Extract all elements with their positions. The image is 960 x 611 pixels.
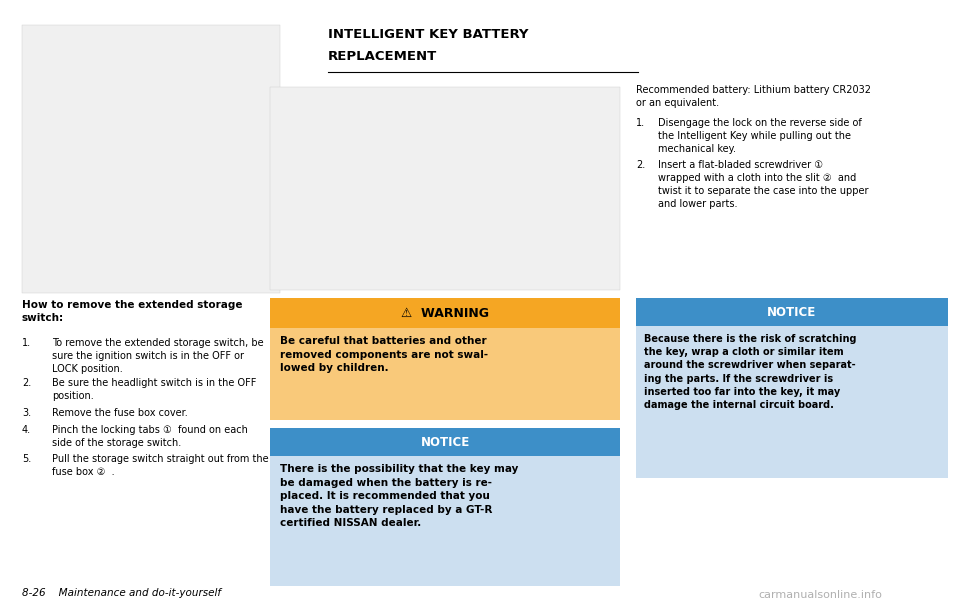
- Bar: [270, 298, 620, 328]
- Bar: [270, 328, 620, 420]
- Bar: [636, 326, 948, 478]
- Text: INTELLIGENT KEY BATTERY: INTELLIGENT KEY BATTERY: [328, 28, 529, 41]
- Text: Be sure the headlight switch is in the OFF
position.: Be sure the headlight switch is in the O…: [52, 378, 256, 401]
- Text: NOTICE: NOTICE: [767, 306, 817, 318]
- Text: 1.: 1.: [22, 338, 31, 348]
- Text: Be careful that batteries and other
removed components are not swal-
lowed by ch: Be careful that batteries and other remo…: [280, 336, 488, 373]
- Text: Disengage the lock on the reverse side of
the Intelligent Key while pulling out : Disengage the lock on the reverse side o…: [658, 118, 862, 153]
- Text: 8-26    Maintenance and do-it-yourself: 8-26 Maintenance and do-it-yourself: [22, 588, 221, 598]
- Text: NOTICE: NOTICE: [420, 436, 469, 448]
- Text: How to remove the extended storage
switch:: How to remove the extended storage switc…: [22, 300, 243, 323]
- Text: Remove the fuse box cover.: Remove the fuse box cover.: [52, 408, 188, 417]
- Text: ⚠  WARNING: ⚠ WARNING: [401, 307, 489, 320]
- Text: REPLACEMENT: REPLACEMENT: [328, 50, 437, 63]
- Text: Because there is the risk of scratching
the key, wrap a cloth or similar item
ar: Because there is the risk of scratching …: [644, 334, 856, 410]
- Text: 4.: 4.: [22, 425, 31, 435]
- Text: 1.: 1.: [636, 118, 645, 128]
- Bar: [270, 428, 620, 456]
- Text: 2.: 2.: [636, 161, 645, 170]
- Bar: [636, 298, 948, 326]
- Text: carmanualsonline.info: carmanualsonline.info: [758, 590, 882, 600]
- Text: Pull the storage switch straight out from the
fuse box ②  .: Pull the storage switch straight out fro…: [52, 454, 269, 477]
- Bar: [270, 87, 620, 290]
- Text: To remove the extended storage switch, be
sure the ignition switch is in the OFF: To remove the extended storage switch, b…: [52, 338, 264, 373]
- Bar: [270, 456, 620, 586]
- Text: 3.: 3.: [22, 408, 31, 417]
- Text: There is the possibility that the key may
be damaged when the battery is re-
pla: There is the possibility that the key ma…: [280, 464, 518, 529]
- Bar: [22, 25, 280, 293]
- Text: 5.: 5.: [22, 454, 32, 464]
- Text: Insert a flat-bladed screwdriver ①
wrapped with a cloth into the slit ②  and
twi: Insert a flat-bladed screwdriver ① wrapp…: [658, 161, 869, 209]
- Text: Recommended battery: Lithium battery CR2032
or an equivalent.: Recommended battery: Lithium battery CR2…: [636, 85, 871, 108]
- Text: 2.: 2.: [22, 378, 32, 389]
- Text: Pinch the locking tabs ①  found on each
side of the storage switch.: Pinch the locking tabs ① found on each s…: [52, 425, 248, 448]
